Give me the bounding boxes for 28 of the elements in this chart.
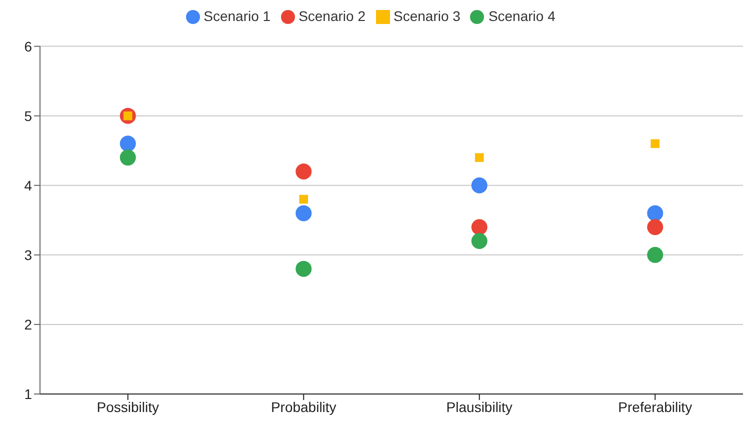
point <box>647 205 664 222</box>
point <box>474 153 484 162</box>
point <box>296 260 312 277</box>
y-tick-label: 1 <box>24 386 32 402</box>
point <box>471 177 488 194</box>
point <box>296 163 312 180</box>
point <box>296 205 312 222</box>
point <box>471 233 488 250</box>
y-tick-label: 6 <box>24 38 32 54</box>
point <box>299 194 308 204</box>
point <box>647 246 664 263</box>
x-tick-label: Probability <box>270 398 336 415</box>
x-tick-label: Plausibility <box>446 398 512 415</box>
legend-label: Scenario 4 <box>488 8 556 24</box>
y-tick-label: 3 <box>24 246 32 263</box>
y-tick-label: 4 <box>24 177 32 194</box>
x-tick-label: Possibility <box>96 398 159 415</box>
point <box>650 139 660 148</box>
legend-label: Scenario 3 <box>394 8 460 24</box>
legend-label: Scenario 1 <box>204 8 271 24</box>
point <box>120 136 136 152</box>
legend-label: Scenario 2 <box>298 8 366 24</box>
point <box>471 219 488 236</box>
y-tick-label: 5 <box>24 108 32 124</box>
point <box>647 219 664 236</box>
x-tick-label: Preferability <box>618 398 692 415</box>
point <box>120 150 136 166</box>
y-tick-label: 2 <box>24 316 32 332</box>
